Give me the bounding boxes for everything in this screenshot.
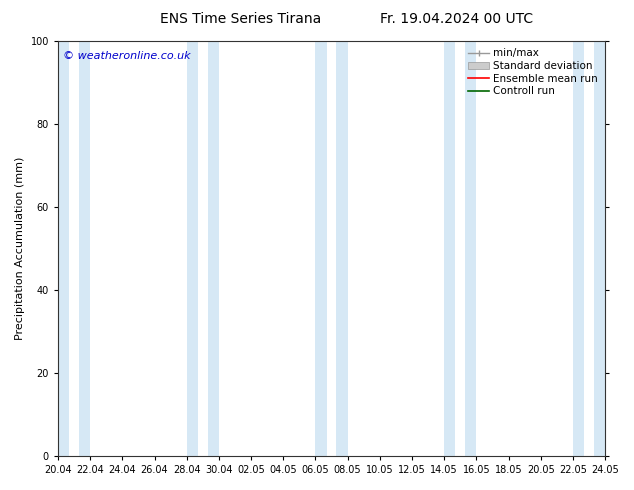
Bar	[207, 41, 219, 456]
Bar	[186, 41, 198, 456]
Bar	[337, 41, 347, 456]
Bar	[79, 41, 90, 456]
Bar	[316, 41, 327, 456]
Text: ENS Time Series Tirana: ENS Time Series Tirana	[160, 12, 321, 26]
Bar	[465, 41, 476, 456]
Legend: min/max, Standard deviation, Ensemble mean run, Controll run: min/max, Standard deviation, Ensemble me…	[466, 46, 600, 98]
Bar	[444, 41, 455, 456]
Y-axis label: Precipitation Accumulation (mm): Precipitation Accumulation (mm)	[15, 157, 25, 340]
Bar	[573, 41, 584, 456]
Bar	[58, 41, 69, 456]
Text: Fr. 19.04.2024 00 UTC: Fr. 19.04.2024 00 UTC	[380, 12, 533, 26]
Text: © weatheronline.co.uk: © weatheronline.co.uk	[63, 51, 191, 61]
Bar	[594, 41, 605, 456]
